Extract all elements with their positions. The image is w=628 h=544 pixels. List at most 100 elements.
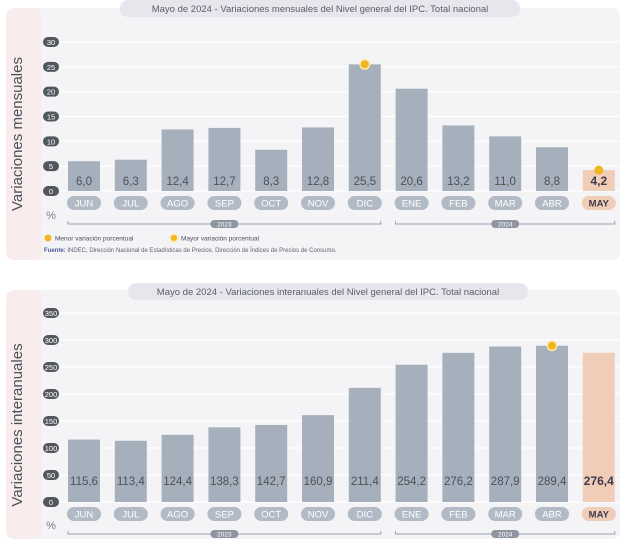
month-label: ENE	[402, 199, 422, 210]
bar	[161, 129, 194, 191]
data-label: 12,7	[213, 176, 235, 188]
y-axis-label: Variaciones mensuales	[9, 57, 26, 211]
bar	[208, 127, 241, 191]
y-tick-label: 15	[47, 113, 55, 122]
month-pill	[488, 196, 523, 210]
data-label: 276,4	[584, 474, 614, 488]
source-label: Fuente:	[44, 248, 67, 254]
data-label: 289,4	[538, 476, 567, 488]
y-unit-label: %	[46, 210, 56, 222]
bar	[114, 440, 147, 502]
month-pill	[67, 196, 101, 210]
max-marker	[548, 341, 556, 350]
month-pill	[160, 507, 195, 521]
y-tick-label: 25	[47, 63, 55, 72]
year-pill	[210, 220, 239, 228]
ylabel-band	[6, 290, 42, 539]
bar	[582, 170, 615, 191]
bar	[395, 88, 428, 191]
month-pill	[581, 196, 616, 210]
month-label: FEB	[449, 199, 467, 210]
month-label: JUN	[75, 199, 94, 210]
month-label: JUN	[75, 510, 94, 521]
chart-1: Mayo de 2024 - Variaciones mensuales del…	[6, 0, 628, 260]
data-label: 287,9	[491, 476, 520, 488]
month-pill	[394, 507, 429, 521]
bar	[489, 136, 522, 191]
month-pill	[113, 507, 148, 521]
month-label: MAR	[495, 199, 516, 210]
month-pill	[535, 507, 569, 521]
data-label: 12,4	[166, 176, 189, 188]
data-label: 8,3	[263, 176, 279, 188]
data-label: 12,8	[307, 176, 329, 188]
y-tick-badge	[43, 37, 59, 47]
data-label: 113,4	[117, 476, 146, 488]
year-label: 2024	[498, 532, 513, 539]
chart-title: Mayo de 2024 - Variaciones mensuales del…	[152, 4, 489, 15]
chart-2: Mayo de 2024 - Variaciones interanuales …	[6, 283, 628, 539]
month-label: NOV	[308, 510, 329, 521]
month-label: ABR	[542, 510, 562, 521]
y-tick-label: 30	[47, 38, 55, 47]
y-tick-badge	[43, 389, 59, 399]
title-pill	[128, 283, 528, 300]
ylabel-band	[6, 8, 42, 260]
month-label: MAY	[589, 510, 610, 521]
month-pill	[254, 196, 289, 210]
year-label: 2023	[217, 532, 232, 539]
y-tick-badge	[43, 61, 59, 72]
month-pill	[581, 507, 616, 521]
y-tick-badge	[43, 416, 59, 426]
data-label: 115,6	[70, 476, 98, 488]
chart-title-text: Variaciones interanuales del Nivel gener…	[225, 287, 499, 298]
month-label: AGO	[167, 510, 188, 521]
y-tick-label: 300	[45, 336, 58, 345]
y-tick-badge	[43, 186, 59, 196]
y-tick-badge	[43, 497, 59, 507]
month-pill	[301, 196, 335, 210]
data-label: 13,2	[447, 176, 469, 188]
month-pill	[207, 196, 242, 210]
year-pill	[210, 530, 239, 538]
bar	[114, 159, 147, 191]
month-pill	[67, 507, 101, 521]
data-label: 211,4	[351, 476, 380, 488]
month-pill	[535, 196, 569, 210]
month-pill	[160, 196, 195, 210]
y-tick-label: 100	[45, 444, 58, 453]
data-label: 4,2	[590, 174, 607, 188]
source-text: INDEC, Dirección Nacional de Estadística…	[67, 247, 336, 254]
data-label: 8,8	[544, 176, 560, 188]
data-label: 276,2	[444, 476, 473, 488]
month-pill	[441, 507, 476, 521]
bar	[536, 345, 568, 502]
y-tick-label: 5	[49, 162, 53, 171]
year-label: 2023	[217, 222, 232, 229]
y-tick-badge	[43, 86, 59, 97]
month-label: DIC	[357, 199, 374, 210]
y-unit-label: %	[46, 520, 56, 532]
bar	[489, 346, 522, 502]
y-axis-label: Variaciones interanuales	[9, 343, 26, 506]
y-tick-label: 50	[47, 471, 55, 480]
min-marker	[594, 165, 604, 175]
bar	[68, 439, 100, 502]
bar	[395, 364, 428, 502]
y-tick-badge	[43, 443, 59, 453]
month-label: OCT	[261, 510, 281, 521]
y-tick-badge	[43, 111, 59, 122]
month-label: NOV	[308, 199, 329, 210]
data-label: 254,2	[397, 476, 426, 488]
month-pill	[488, 507, 523, 521]
chart-title-date: Mayo de 2024 -	[157, 287, 226, 298]
data-label: 25,5	[354, 176, 376, 188]
title-pill	[120, 0, 520, 17]
data-label: 138,3	[210, 476, 239, 488]
y-tick-badge	[43, 470, 59, 480]
year-pill	[491, 530, 520, 538]
bar	[302, 415, 334, 502]
legend-max-label: Mayor variación porcentual	[181, 236, 260, 243]
